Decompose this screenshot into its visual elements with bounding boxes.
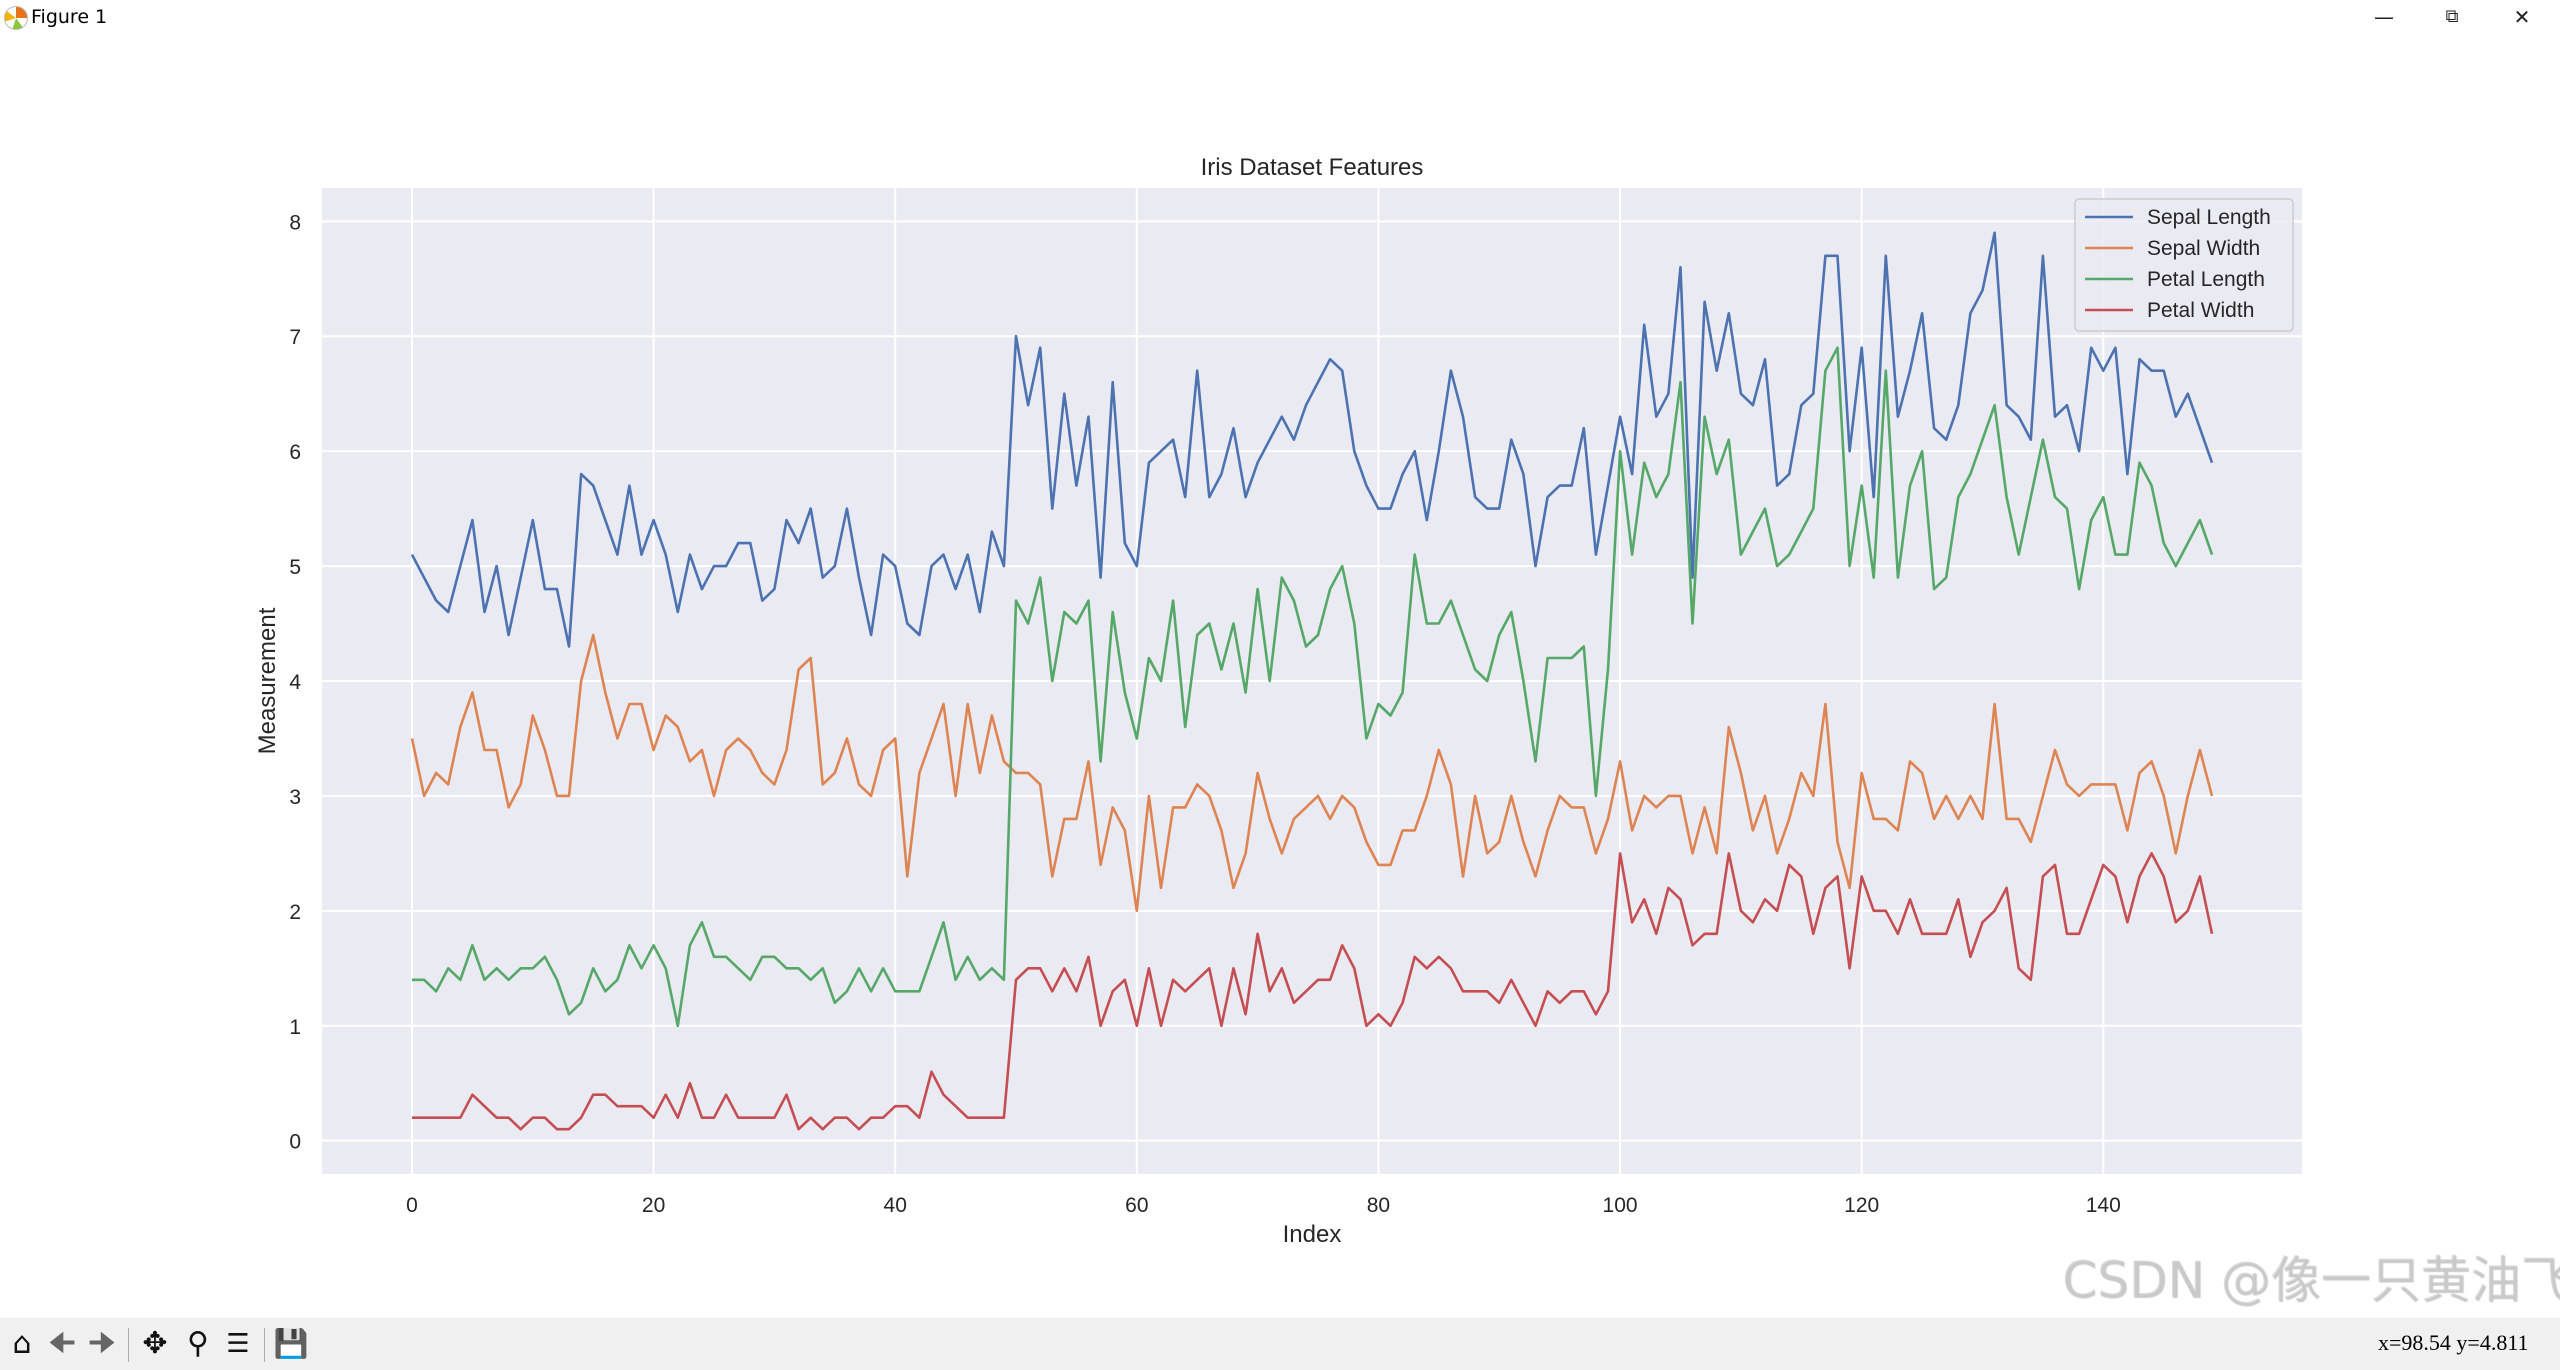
close-icon[interactable]: ✕ [2513,5,2531,29]
zoom-icon[interactable]: ⚲ [187,1326,209,1361]
x-tick-label: 20 [642,1194,665,1217]
restore-icon[interactable]: ⧉ [2445,6,2459,27]
legend-label: Sepal Length [2147,206,2271,229]
x-tick-label: 100 [1603,1194,1638,1217]
back-arrow-icon[interactable]: 🠈 [48,1326,76,1361]
x-axis-label: Index [1283,1221,1342,1248]
cursor-coordinates: x=98.54 y=4.811 [2378,1330,2529,1355]
legend: Sepal Length Sepal Width Petal Length Petal… [2074,198,2294,332]
matplotlib-app-icon [4,6,28,30]
series-line-sepal-width [410,633,2214,913]
y-tick-label: 1 [289,1016,301,1039]
x-tick-label: 40 [884,1194,907,1217]
series-line-petal-length [412,346,2214,1028]
y-tick-label: 0 [289,1131,301,1154]
x-tick-label: 0 [406,1194,418,1217]
legend-label: Petal Length [2147,268,2265,291]
forward-arrow-icon[interactable]: 🠊 [88,1326,116,1361]
y-tick-label: 3 [289,786,301,809]
x-tick-label: 140 [2086,1194,2121,1217]
x-tick-label: 60 [1125,1194,1148,1217]
figure-canvas[interactable]: 0 20 40 60 80 100 120 140 0 1 2 3 4 5 6 7 8 Iris Dataset… [0,0,2560,1318]
minimize-icon[interactable]: — [2374,5,2394,29]
toolbar-separator [128,1328,129,1362]
legend-label: Sepal Width [2147,237,2260,260]
y-tick-label: 2 [289,901,301,924]
y-tick-label: 7 [289,326,301,349]
home-icon[interactable]: ⌂ [12,1326,32,1361]
y-tick-label: 6 [289,441,301,464]
save-icon[interactable]: 💾 [273,1327,309,1360]
y-tick-label: 8 [289,211,301,234]
legend-frame [2074,198,2294,332]
toolbar-separator [264,1328,265,1362]
navigation-toolbar: ⌂ 🠈 🠊 ✥ ⚲ ☰ 💾 x=98.54 y=4.811 [0,1318,2560,1370]
window-titlebar: Figure 1 — ⧉ ✕ [0,0,2560,36]
x-tick-label: 80 [1367,1194,1390,1217]
y-axis-label: Measurement [254,607,281,754]
y-tick-label: 4 [289,671,301,694]
grid [322,188,2302,1174]
series-line-petal-width [412,852,2214,1131]
configure-subplots-icon[interactable]: ☰ [226,1329,250,1359]
window-title: Figure 1 [31,6,108,28]
legend-label: Petal Width [2147,299,2254,322]
chart-title: Iris Dataset Features [1201,154,1424,181]
series-line-sepal-length [410,231,2214,648]
x-tick-label: 120 [1844,1194,1879,1217]
series-lines [410,231,2214,1131]
y-tick-label: 5 [289,556,301,579]
pan-icon[interactable]: ✥ [142,1326,168,1361]
tick-labels: 0 20 40 60 80 100 120 140 0 1 2 3 4 5 6 7 8 [289,211,2120,1217]
